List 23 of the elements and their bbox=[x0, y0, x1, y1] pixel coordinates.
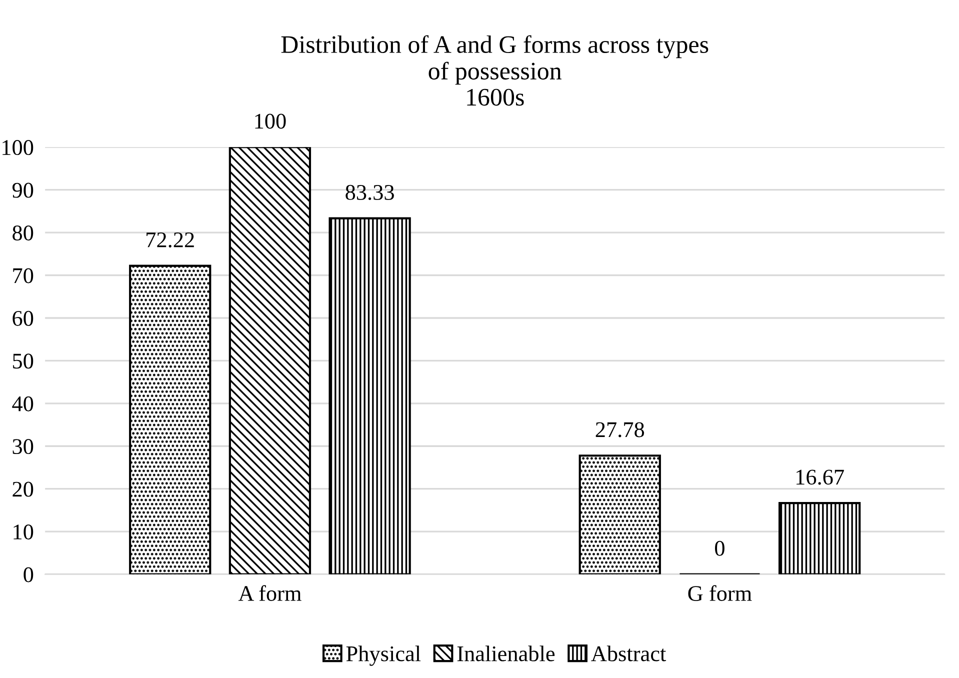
y-tick-label: 70 bbox=[13, 268, 34, 284]
y-tick-label: 50 bbox=[13, 354, 34, 369]
y-tick-label: 90 bbox=[12, 182, 34, 198]
data-label: 0 bbox=[715, 540, 724, 556]
legend-label: Physical bbox=[346, 646, 421, 666]
data-label: 72.22 bbox=[146, 232, 194, 248]
y-tick-label: 40 bbox=[12, 396, 34, 412]
data-label: 83.33 bbox=[346, 184, 394, 200]
y-tick-label: 80 bbox=[12, 225, 34, 240]
y-tick-label: 30 bbox=[12, 439, 34, 454]
data-label: 16.67 bbox=[796, 470, 844, 485]
y-tick-label: 0 bbox=[24, 567, 34, 582]
y-tick-label: 20 bbox=[12, 482, 34, 497]
legend-label: Abstract bbox=[591, 646, 666, 662]
x-tick-label: G form bbox=[688, 585, 752, 602]
x-tick-label: A form bbox=[238, 585, 302, 602]
legend-label: Inalienable bbox=[457, 646, 555, 662]
y-tick-label: 60 bbox=[12, 310, 34, 326]
chart-title: Distribution of A and G forms across types of possession 1600s bbox=[281, 35, 708, 106]
y-tick-label: 10 bbox=[14, 524, 34, 540]
y-tick-label: 100 bbox=[2, 140, 34, 156]
data-label: 100 bbox=[255, 114, 286, 129]
data-label: 27.78 bbox=[596, 422, 644, 438]
